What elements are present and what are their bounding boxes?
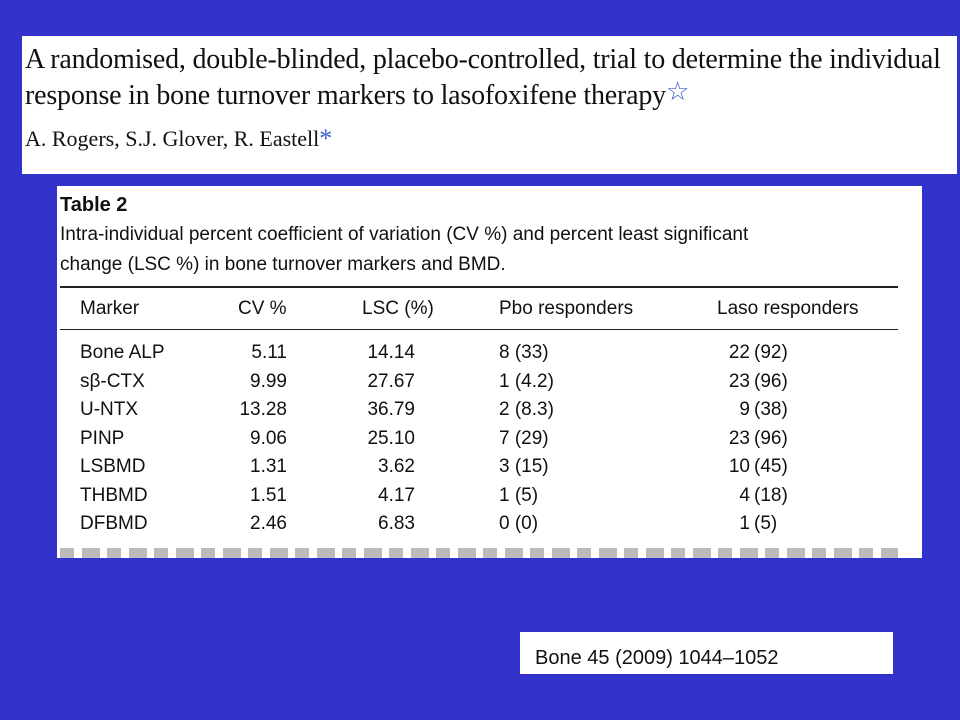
cell-lsc: 3.62	[378, 456, 415, 477]
cell-laso-percent: (5)	[754, 513, 778, 534]
cell-pbo: 8 (33)	[499, 342, 549, 363]
header-laso-responders: Laso responders	[717, 298, 859, 319]
header-lsc: LSC (%)	[362, 298, 434, 319]
cell-marker: DFBMD	[80, 513, 148, 534]
cell-lsc: 4.17	[378, 484, 415, 506]
cell-cv: 9.99	[250, 370, 287, 392]
table-header-rule	[60, 329, 898, 330]
cell-laso-percent: (45)	[754, 456, 788, 477]
star-footnote-icon: ☆	[665, 77, 690, 106]
cell-laso-percent: (96)	[754, 427, 788, 449]
table-panel: Table 2 Intra-individual percent coeffic…	[57, 186, 922, 558]
cell-cv: 5.11	[251, 342, 287, 363]
cell-laso-percent: (96)	[754, 370, 788, 392]
header-marker: Marker	[80, 298, 140, 319]
cell-cv: 13.28	[239, 399, 287, 420]
cell-pbo: 7 (29)	[499, 427, 549, 449]
cell-laso-percent: (92)	[754, 342, 788, 363]
cell-marker: LSBMD	[80, 456, 146, 477]
cell-laso-count: 22	[728, 342, 750, 363]
cell-lsc: 27.67	[367, 370, 415, 392]
cell-laso-count: 4	[739, 484, 750, 506]
cell-cv: 1.51	[250, 484, 287, 506]
article-title-line-2-text: response in bone turnover markers to las…	[25, 80, 666, 111]
citation-text: Bone 45 (2009) 1044–1052	[535, 647, 779, 669]
article-title: A randomised, double-blinded, placebo-co…	[25, 42, 957, 114]
cell-laso-count: 23	[728, 370, 750, 392]
cell-pbo: 3 (15)	[499, 456, 549, 477]
article-authors: A. Rogers, S.J. Glover, R. Eastell*	[25, 124, 957, 156]
cell-marker: sβ-CTX	[80, 370, 145, 392]
table-caption-line-2: change (LSC %) in bone turnover markers …	[60, 254, 506, 275]
table-caption: Intra-individual percent coefficient of …	[60, 220, 900, 280]
cell-laso-count: 1	[739, 513, 750, 534]
cell-marker: U-NTX	[80, 399, 139, 420]
author-list: A. Rogers, S.J. Glover, R. Eastell	[25, 126, 320, 151]
table-label: Table 2	[60, 194, 128, 216]
cell-pbo: 1 (4.2)	[499, 370, 554, 392]
cell-cv: 1.31	[250, 456, 287, 477]
cell-laso-count: 10	[728, 456, 750, 477]
citation-panel: Bone 45 (2009) 1044–1052	[520, 632, 893, 674]
corresponding-author-asterisk: *	[319, 124, 333, 153]
cell-marker: Bone ALP	[80, 342, 165, 363]
cell-lsc: 25.10	[367, 427, 415, 449]
cell-pbo: 1 (5)	[499, 484, 539, 506]
cell-marker: PINP	[80, 427, 125, 449]
cell-pbo: 0 (0)	[499, 513, 539, 534]
cell-laso-count: 9	[739, 399, 750, 420]
cell-pbo: 2 (8.3)	[499, 399, 554, 420]
article-title-line-2: response in bone turnover markers to las…	[25, 77, 957, 114]
cell-cv: 2.46	[250, 513, 287, 534]
cell-cv: 9.06	[250, 427, 287, 449]
header-cv: CV %	[238, 298, 287, 319]
cell-lsc: 36.79	[367, 399, 415, 420]
truncated-footnote	[60, 548, 898, 558]
cell-marker: THBMD	[80, 484, 148, 506]
cell-laso-percent: (38)	[754, 399, 788, 420]
article-title-line-1: A randomised, double-blinded, placebo-co…	[25, 44, 941, 75]
header-pbo-responders: Pbo responders	[499, 298, 634, 319]
cell-laso-percent: (18)	[754, 484, 788, 506]
table-caption-line-1: Intra-individual percent coefficient of …	[60, 224, 749, 245]
cell-lsc: 6.83	[378, 513, 415, 534]
article-title-panel: A randomised, double-blinded, placebo-co…	[22, 36, 957, 174]
cell-laso-count: 23	[728, 427, 750, 449]
cell-lsc: 14.14	[367, 342, 415, 363]
table-top-rule	[60, 286, 898, 288]
